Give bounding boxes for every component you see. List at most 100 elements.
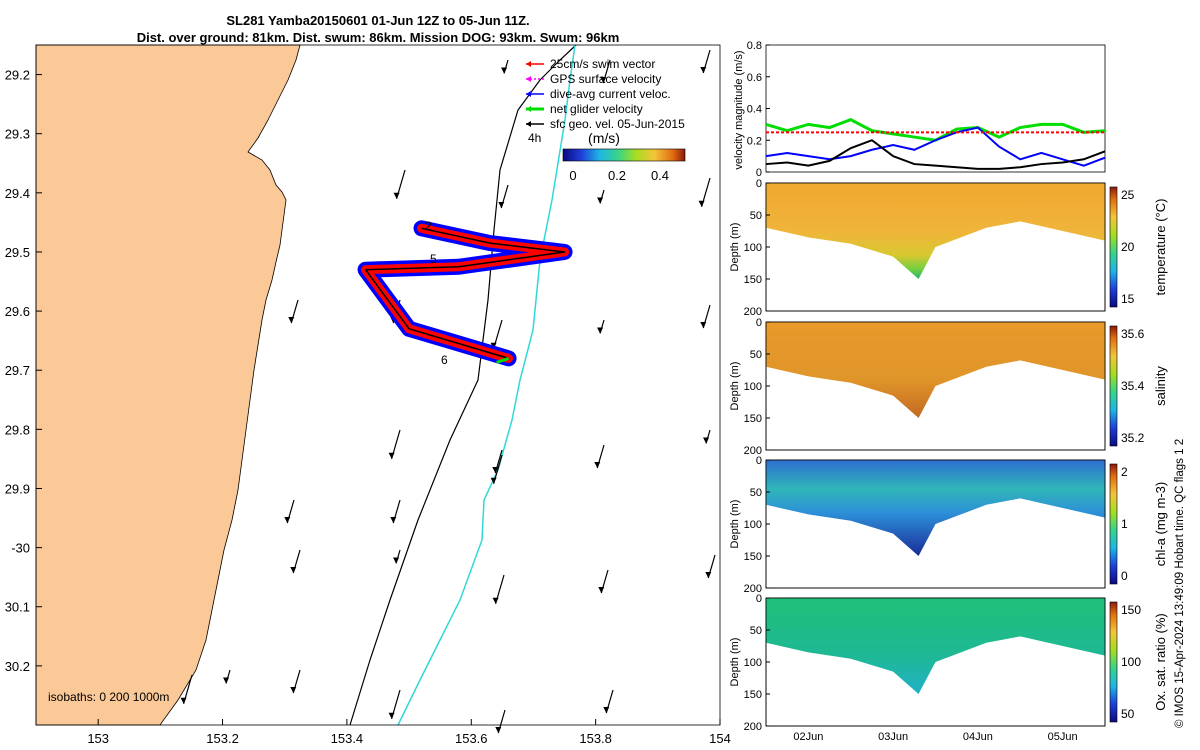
map-ytick-label: 29.7 [5,363,30,378]
net-glider-velocity [496,356,510,364]
current-arrow-head [700,67,707,74]
section-ytick-label: 150 [744,413,762,425]
map-ytick-label: 29.5 [5,245,30,260]
section-ytick-label: 200 [744,306,762,318]
map-xtick-label: 154 [709,731,731,746]
velocity-ticks: 0 0.2 0.4 0.6 0.8 [747,40,770,179]
map-axis-ticks: 153 153.2 153.4 153.6 153.8 154 29.2 29.3 29.4 29… [5,68,731,746]
legend-arrowhead [526,121,531,127]
section-ytick-label: 200 [744,445,762,457]
map-xtick-label: 153.6 [455,731,488,746]
legend-arrowhead [526,106,531,112]
legend-label: 25cm/s swim vector [550,57,655,71]
section-ytick-label: 100 [744,657,762,669]
section-ytick-label: 0 [756,455,762,467]
current-arrow-head [390,517,397,524]
current-arrow-head [393,192,400,199]
section-ylabel: Depth (m) [729,638,741,687]
glider-track [357,220,573,367]
current-arrow-head [288,317,295,324]
section-ytick-label: 150 [744,689,762,701]
current-arrow-head [597,197,604,204]
current-arrow-head [603,707,610,714]
map-xtick-label: 153 [87,731,109,746]
map-land [35,44,301,726]
section-ytick-label: 100 [744,381,762,393]
section-colorbar-tick: 15 [1121,292,1135,306]
current-arrow-head [598,587,605,594]
section-colorbar-tick: 35.4 [1121,379,1145,393]
velocity-ytick-label: 0.2 [747,135,762,147]
current-arrow-head [388,452,395,459]
map-ytick-label: -30 [11,541,30,556]
section-ytick-label: 50 [750,625,762,637]
velocity-ytick-label: 0.4 [747,104,762,116]
section-ytick-label: 50 [750,349,762,361]
map-colorbar-bar [562,148,686,162]
velocity-series-line [765,139,1106,170]
current-arrow-head [700,322,707,329]
section-colorbar-tick: 35.2 [1121,431,1145,445]
section-colorbar-tick: 20 [1121,240,1135,254]
legend-label: dive-avg current veloc. [550,87,671,101]
section-colorbar-tick: 25 [1121,188,1135,202]
map-isobath-200 [349,44,577,726]
map-current-arrows [180,49,716,734]
section-colorbar-tick: 150 [1121,603,1141,617]
map-ytick-label: 29.6 [5,304,30,319]
section-fill [766,598,1105,694]
section-ytick-label: 0 [756,593,762,605]
legend-label: GPS surface velocity [550,72,661,86]
chart-title-line1: SL281 Yamba20150601 01-Jun 12Z to 05-Jun… [226,13,530,28]
section-colorbar [1109,325,1118,447]
legend-label: net glider velocity [550,102,643,116]
section-colorbar [1109,601,1118,723]
velocity-series [765,117,1106,170]
map-panel: 153 153.2 153.4 153.6 153.8 154 29.2 29.3 29.4 29… [5,44,731,746]
section-xtick-label: 04Jun [963,731,993,743]
current-arrow-head [492,597,499,604]
section-fill [766,460,1105,556]
velocity-panel: 0 0.2 0.4 0.6 0.8 velocity magnitude (m/s) [733,40,1106,179]
current-arrow-head [597,327,604,334]
section-colorbar-label: salinity [1153,366,1168,406]
current-arrow-head [600,77,607,84]
current-arrow-head [492,467,499,474]
section-panels: 0 50 100 150 200 Depth (m) 15 20 25 temperature (… [729,178,1168,743]
map-isobath-1000 [397,44,576,726]
velocity-series-line [765,126,1106,167]
map-ytick-label: 29.8 [5,422,30,437]
map-ytick-label: 30.2 [5,659,30,674]
map-ytick-label: 29.3 [5,127,30,142]
current-arrow-head [495,727,502,734]
section-ylabel: Depth (m) [729,500,741,549]
section-colorbar-label: temperature (°C) [1153,199,1168,296]
current-arrow-head [594,462,601,469]
velocity-ytick-label: 0.8 [747,40,762,52]
map-ytick-label: 30.1 [5,600,30,615]
section-ytick-label: 50 [750,487,762,499]
map-colorbar-tick: 0.2 [608,168,626,183]
section-ytick-label: 0 [756,317,762,329]
section-ytick-label: 100 [744,519,762,531]
annotation-5: 5 [430,252,437,266]
map-xtick-label: 153.4 [331,731,364,746]
current-arrow-head [290,687,297,694]
section-ylabel: Depth (m) [729,362,741,411]
legend-label: sfc geo. vel. 05-Jun-2015 [550,117,685,131]
section-xtick-label: 03Jun [878,731,908,743]
map-xtick-label: 153.8 [579,731,612,746]
map-colorbar-label: (m/s) [588,130,620,146]
footer-credit: © IMOS 15-Apr-2024 13:49:09 Hobart time.… [1174,439,1186,728]
annotation-4h: 4h [528,131,541,145]
section-xtick-label: 02Jun [793,731,823,743]
current-arrow-head [498,202,505,209]
map-colorbar-tick: 0.4 [651,168,669,183]
section-ytick-label: 100 [744,242,762,254]
section-colorbar-label: chl-a (mg m-3) [1153,482,1168,567]
current-arrow-head [290,567,297,574]
chart-title-line2: Dist. over ground: 81km. Dist. swum: 86k… [136,30,620,45]
current-arrow-head [698,200,705,207]
current-arrow-head [284,517,291,524]
current-arrow-head [490,477,497,484]
